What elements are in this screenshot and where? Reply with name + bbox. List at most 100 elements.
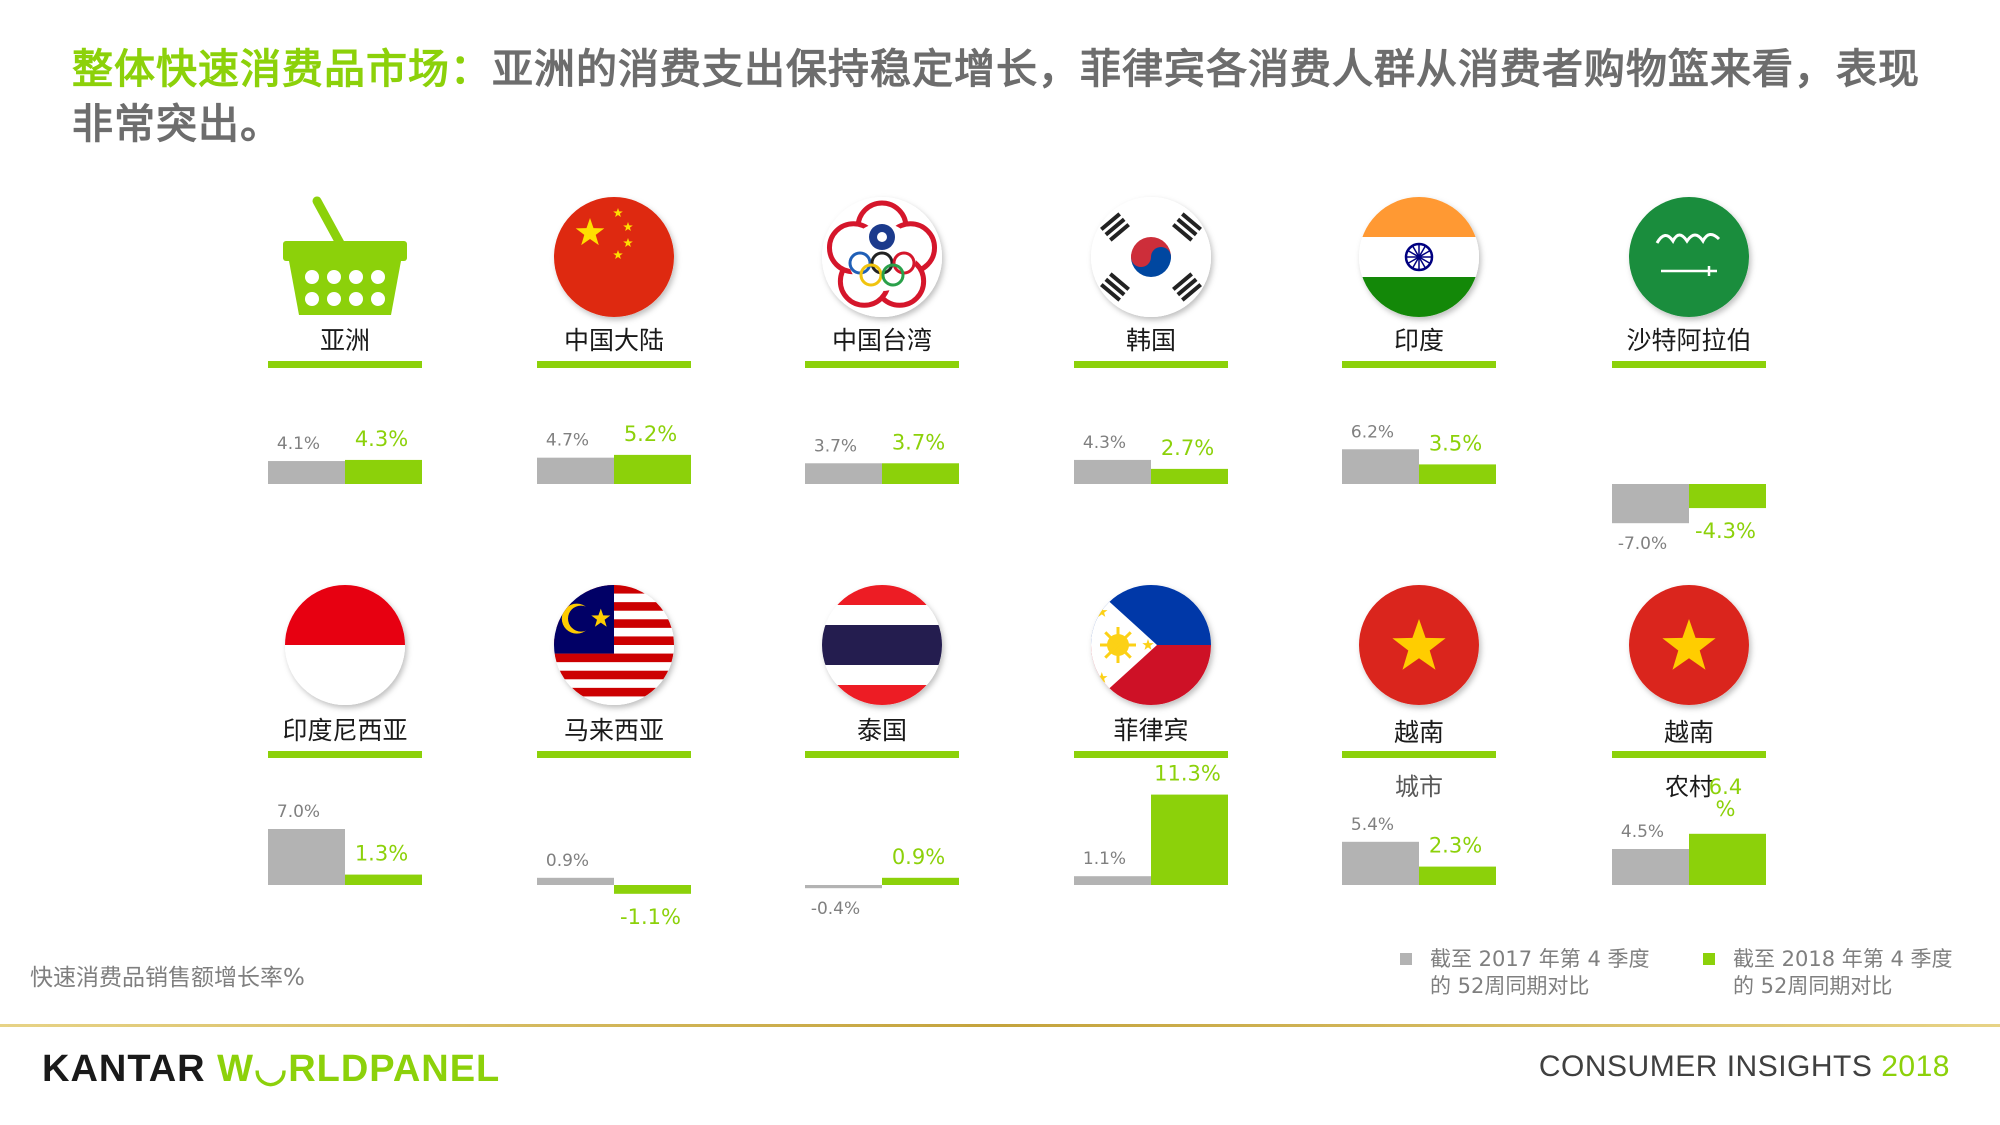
bar-curr [614, 454, 691, 484]
panel-sublabel: 城市 [1395, 773, 1443, 801]
bar-curr-label: -1.1% [620, 905, 681, 929]
star-shape [1142, 639, 1154, 650]
malaysia-flag-icon [554, 585, 674, 705]
star-shape [1096, 606, 1108, 617]
panel-label: 印度尼西亚 [282, 716, 407, 745]
panel-label: 中国台湾 [832, 326, 932, 355]
panel-7: 马来西亚 0.9% -1.1% [537, 585, 691, 929]
bar-curr-label: 0.9% [892, 845, 945, 869]
bar-prev [537, 457, 614, 484]
panel-sublabel: 农村 [1665, 773, 1713, 801]
bar-prev [1342, 841, 1419, 885]
bar-prev-label: 1.1% [1083, 849, 1126, 869]
star-shape [1662, 619, 1716, 670]
india-flag-icon [1359, 197, 1479, 317]
panel-2: 中国台湾 3.7% 3.7% [805, 197, 959, 484]
bar-curr [345, 874, 422, 885]
panel-underline [537, 361, 691, 368]
brand-kantar: KANTAR [42, 1048, 206, 1090]
bar-prev [1074, 459, 1151, 484]
panel-underline [1612, 361, 1766, 368]
panel-label: 越南 [1394, 718, 1444, 747]
legend-swatch-green [1703, 953, 1715, 965]
bar-prev-label: 4.1% [277, 434, 320, 454]
star-shape [575, 218, 605, 246]
panel-underline [1612, 751, 1766, 758]
panel-label: 泰国 [857, 716, 907, 745]
brand-worldpanel: W◡RLDPANEL [217, 1048, 501, 1090]
bar-curr [1151, 794, 1228, 885]
bar-prev [268, 461, 345, 484]
thailand-flag-icon [822, 585, 942, 705]
panel-9: 菲律宾 1.1% 11.3% [1074, 585, 1228, 885]
panel-5: 沙特阿拉伯 -7.0% -4.3% [1612, 197, 1766, 554]
bar-curr-label: 2.7% [1161, 436, 1214, 460]
korea-flag-icon [1091, 197, 1211, 317]
chinese-taipei-flag-icon [822, 197, 942, 317]
bar-prev-label: 3.7% [814, 436, 857, 456]
bar-prev [805, 885, 882, 889]
panel-label: 亚洲 [320, 326, 370, 355]
star-shape [613, 250, 623, 259]
basket-icon [283, 196, 407, 315]
bar-prev-label: 4.7% [546, 431, 589, 451]
bar-prev [537, 877, 614, 885]
panel-underline [1342, 361, 1496, 368]
panel-4: 印度 6.2% 3.5% [1342, 197, 1496, 484]
footer-divider [0, 1024, 2000, 1027]
bar-curr [1689, 833, 1766, 885]
china-flag-icon [554, 197, 674, 317]
legend-label-2017: 截至 2017 年第 4 季度的 52周同期对比 [1430, 947, 1650, 998]
panel-0: 亚洲 4.1% 4.3% [268, 196, 422, 484]
star-shape [623, 238, 633, 247]
vietnam-flag-icon [1359, 585, 1479, 705]
bar-prev [1612, 849, 1689, 885]
saudi-flag-icon [1629, 197, 1749, 317]
consumer-insights-label: CONSUMER INSIGHTS 2018 [1539, 1050, 1950, 1084]
title-rest: 亚洲的消费支出保持稳定增长，菲律宾各消费人群从消费者购物篮来看，表现非常突出。 [72, 45, 1920, 148]
bar-curr-label: 3.7% [892, 430, 945, 454]
bar-curr-label: 4.3% [355, 427, 408, 451]
bar-curr [1419, 866, 1496, 885]
bar-prev [805, 463, 882, 484]
bar-prev [268, 829, 345, 885]
bar-curr [1151, 468, 1228, 484]
star-shape [613, 208, 623, 217]
bar-curr [345, 459, 422, 484]
panel-label: 马来西亚 [564, 716, 664, 745]
panel-8: 泰国 -0.4% 0.9% [805, 585, 959, 919]
bar-curr [1689, 484, 1766, 509]
bar-prev [1612, 484, 1689, 524]
ci-text: CONSUMER INSIGHTS [1538, 1050, 1873, 1083]
kantar-worldpanel-logo: KANTAR W◡RLDPANEL [42, 1046, 500, 1091]
vietnam-flag-icon [1629, 585, 1749, 705]
bar-curr [614, 885, 691, 894]
panel-underline [268, 751, 422, 758]
panel-3: 韩国 4.3% 2.7% [1074, 197, 1228, 484]
y-axis-label: 快速消费品销售额增长率% [30, 965, 305, 991]
bar-curr-label: -4.3% [1695, 519, 1756, 543]
panel-underline [805, 751, 959, 758]
panel-label: 沙特阿拉伯 [1626, 326, 1751, 355]
panel-1: 中国大陆 4.7% 5.2% [537, 197, 691, 484]
bar-curr-label: 6.4 [1709, 775, 1742, 799]
bar-prev-label: 4.3% [1083, 433, 1126, 453]
panel-underline [1342, 751, 1496, 758]
bar-curr-label: 1.3% [355, 842, 408, 866]
panel-underline [1074, 361, 1228, 368]
bar-prev [1074, 876, 1151, 885]
bar-prev-label: 5.4% [1351, 815, 1394, 835]
bar-curr [1419, 464, 1496, 484]
star-shape [591, 608, 611, 627]
bar-prev-label: -7.0% [1618, 534, 1667, 554]
bar-prev-label: 6.2% [1351, 422, 1394, 442]
panel-underline [537, 751, 691, 758]
panel-label: 印度 [1394, 326, 1444, 355]
panel-label: 菲律宾 [1113, 716, 1188, 745]
bar-curr-label: 2.3% [1429, 834, 1482, 858]
title-highlight: 整体快速消费品市场： [72, 45, 492, 93]
ci-year: 2018 [1881, 1050, 1950, 1083]
bar-prev-label: 7.0% [277, 802, 320, 822]
